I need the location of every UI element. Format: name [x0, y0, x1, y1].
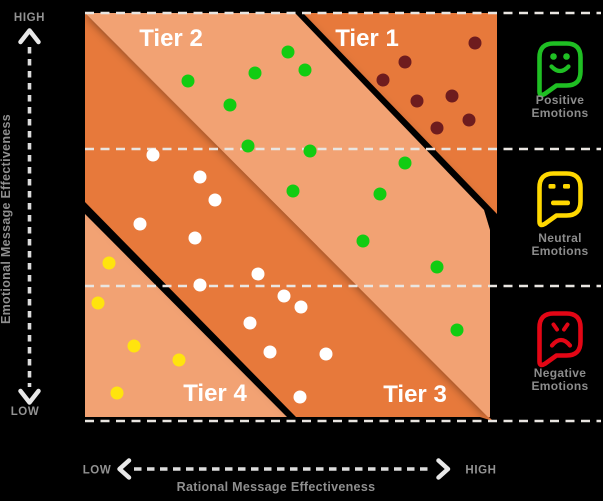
x-axis-title: Rational Message Effectiveness: [177, 480, 376, 494]
plot-area: [85, 13, 497, 425]
data-point-yellow: [127, 339, 141, 353]
region-tier1: [303, 13, 497, 214]
negative-label-line2: Emotions: [531, 379, 588, 393]
data-point-green: [298, 63, 312, 77]
arrow-down-icon: [18, 388, 41, 405]
neutral-bubble-outline: [537, 171, 583, 228]
sad-right-eye: [562, 322, 570, 332]
data-point-green: [241, 139, 255, 153]
data-point-green: [181, 74, 195, 88]
neutral-right-eye: [563, 184, 570, 189]
data-point-dark_red: [468, 36, 482, 50]
data-point-white: [294, 300, 308, 314]
smiley-right-eye: [563, 53, 570, 60]
data-point-green: [356, 234, 370, 248]
region-tier2-stripe: [85, 13, 490, 417]
data-point-white: [193, 278, 207, 292]
data-point-green: [430, 260, 444, 274]
data-point-green: [248, 66, 262, 80]
data-point-white: [208, 193, 222, 207]
x-axis-high-label: HIGH: [465, 465, 496, 477]
tier4-label: Tier 4: [183, 380, 247, 407]
neutral-left-eye: [548, 184, 556, 189]
tier2-label: Tier 2: [139, 25, 203, 52]
data-point-dark_red: [376, 73, 390, 87]
positive-label-line1: Positive: [536, 93, 584, 107]
data-point-white: [188, 231, 202, 245]
data-point-dark_red: [445, 89, 459, 103]
arrow-right-icon: [436, 458, 451, 480]
data-point-yellow: [110, 386, 124, 400]
region-tier4: [85, 214, 287, 417]
data-point-white: [146, 148, 160, 162]
data-point-yellow: [102, 256, 116, 270]
smiley-bubble-outline: [537, 41, 583, 98]
y-axis-high-label: HIGH: [14, 12, 45, 24]
data-point-green: [450, 323, 464, 337]
data-point-white: [277, 289, 291, 303]
tier1-label: Tier 1: [335, 25, 399, 52]
x-axis: LOW HIGH Rational Message Effectiveness: [83, 458, 496, 494]
arrow-up-icon: [18, 28, 41, 45]
neutral-label-line1: Neutral: [538, 231, 581, 245]
data-point-white: [263, 345, 277, 359]
zone-divider-lines: [85, 11, 601, 423]
x-axis-low-label: LOW: [83, 465, 112, 477]
neutral-mouth: [551, 200, 570, 206]
data-point-white: [133, 217, 147, 231]
data-point-white: [243, 316, 257, 330]
tier3-label: Tier 3: [383, 381, 447, 408]
data-point-green: [303, 144, 317, 158]
data-point-dark_red: [410, 94, 424, 108]
data-point-white: [319, 347, 333, 361]
positive-label-line2: Emotions: [531, 106, 588, 120]
data-point-dark_red: [462, 113, 476, 127]
smile-mouth: [549, 64, 571, 74]
data-point-green: [373, 187, 387, 201]
y-axis-low-label: LOW: [11, 406, 40, 418]
data-point-yellow: [172, 353, 186, 367]
data-point-dark_red: [398, 55, 412, 69]
negative-label-line1: Negative: [534, 366, 586, 380]
data-point-yellow: [91, 296, 105, 310]
sad-left-eye: [551, 322, 559, 332]
negative-emotion-icon: [537, 311, 583, 368]
data-point-white: [293, 390, 307, 404]
arrow-left-icon: [117, 458, 132, 480]
y-axis-title: Emotional Message Effectiveness: [0, 114, 13, 324]
smiley-left-eye: [550, 53, 557, 60]
y-axis: HIGH LOW Emotional Message Effectiveness: [0, 12, 45, 418]
positive-emotion-icon: [537, 41, 583, 98]
data-point-green: [398, 156, 412, 170]
data-point-dark_red: [430, 121, 444, 135]
frown-mouth: [549, 337, 573, 348]
neutral-emotion-icon: [537, 171, 583, 228]
data-point-white: [251, 267, 265, 281]
neutral-label-line2: Emotions: [531, 244, 588, 258]
data-point-green: [223, 98, 237, 112]
data-point-green: [281, 45, 295, 59]
sad-bubble-outline: [537, 311, 583, 368]
data-point-white: [193, 170, 207, 184]
data-point-green: [286, 184, 300, 198]
scatter-points: [91, 36, 482, 404]
